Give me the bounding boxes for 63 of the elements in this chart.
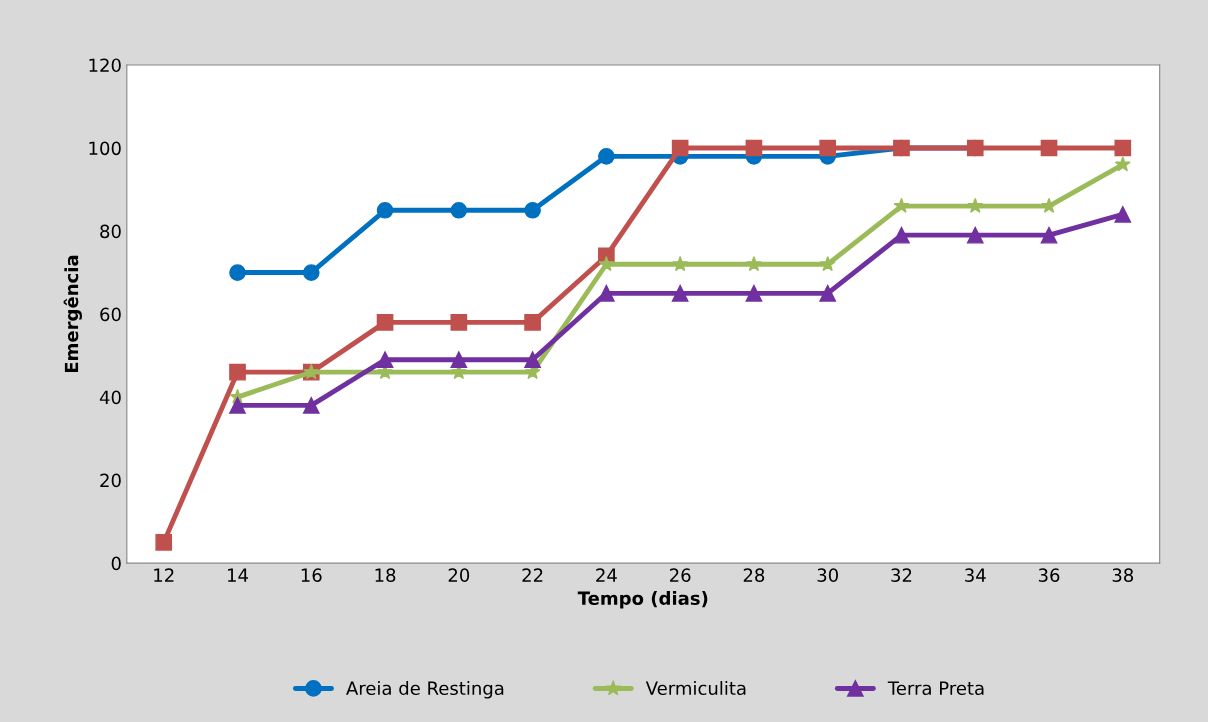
point [745, 139, 763, 157]
y-axis-title: Emergência [63, 255, 82, 373]
x-tick-label: 34 [965, 568, 986, 582]
point [524, 201, 541, 219]
point [376, 351, 394, 369]
x-tick-label: 18 [375, 568, 396, 582]
x-tick-label: 16 [301, 568, 322, 582]
y-tick-label: 100 [89, 141, 121, 156]
x-tick-label: 14 [228, 568, 248, 582]
point [155, 534, 173, 551]
point [450, 201, 468, 219]
point [1114, 206, 1132, 223]
point [1040, 226, 1058, 244]
y-tick-label: 120 [89, 58, 121, 73]
x-tick-label: 30 [817, 568, 838, 582]
point [1041, 197, 1057, 214]
x-tick-label: 38 [1112, 568, 1134, 582]
y-tick-label: 80 [100, 224, 121, 239]
x-tick-label: 22 [522, 568, 543, 582]
point [1114, 156, 1131, 172]
x-tick-label: 28 [743, 568, 765, 582]
point [745, 284, 763, 302]
point [450, 351, 468, 369]
point [376, 201, 394, 219]
x-tick-label: 24 [596, 568, 617, 582]
point [524, 351, 541, 369]
point [966, 226, 984, 244]
point [229, 264, 246, 281]
y-tick-label: 40 [99, 390, 121, 405]
y-tick-label: 0 [111, 556, 121, 571]
point [1114, 139, 1132, 157]
point [671, 284, 689, 302]
legend-label: Areia de Restinga [346, 681, 504, 699]
point [598, 284, 615, 302]
point [893, 226, 910, 244]
x-tick-label: 12 [154, 568, 174, 582]
point [819, 284, 837, 302]
x-tick-label: 36 [1038, 568, 1060, 582]
point [376, 314, 394, 331]
legend-label: Terra Preta [887, 681, 984, 696]
x-axis-title: Tempo (dias) [577, 591, 708, 609]
point [819, 139, 837, 157]
y-tick-label: 60 [100, 307, 121, 322]
point [524, 314, 541, 331]
point [745, 255, 762, 272]
y-tick-label: 20 [100, 473, 121, 488]
point [967, 197, 984, 214]
x-tick-label: 32 [891, 568, 912, 582]
point [598, 255, 615, 272]
point [819, 255, 836, 272]
x-tick-label: 20 [448, 568, 470, 582]
legend-label: Vermiculita [645, 681, 746, 696]
x-tick-label: 26 [669, 568, 691, 582]
point [302, 264, 320, 281]
point [1040, 139, 1058, 157]
point [302, 397, 320, 414]
point [450, 314, 468, 331]
point [598, 147, 615, 165]
point [229, 397, 246, 414]
point [893, 197, 910, 214]
point [671, 139, 689, 157]
point [672, 255, 689, 272]
point [229, 363, 246, 381]
